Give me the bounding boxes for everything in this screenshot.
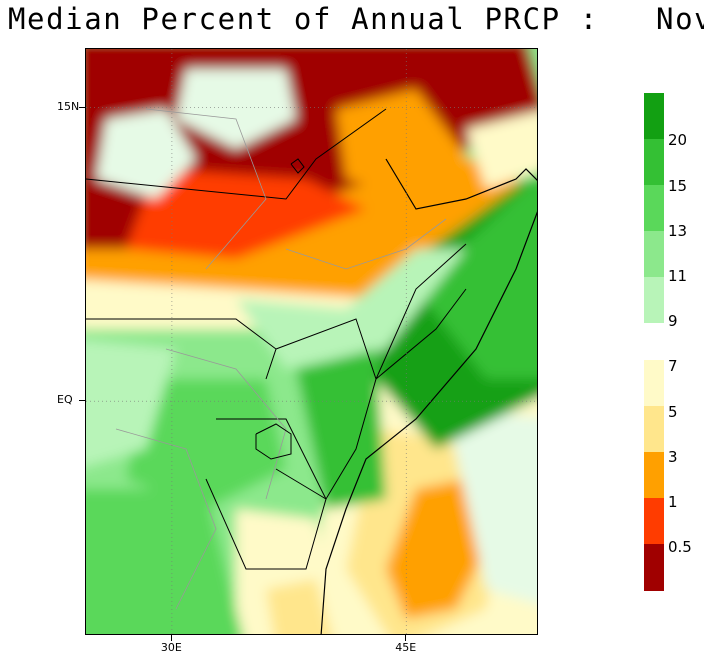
field-ne-orange: [336, 89, 476, 199]
legend-swatch-5-7: [644, 360, 664, 406]
map-canvas: [86, 49, 537, 634]
field-horn-mid: [416, 176, 537, 379]
border-sudan: [86, 108, 387, 200]
field-ethiopia-light: [236, 249, 466, 369]
lon-label-45e: 45E: [395, 641, 417, 654]
legend-label-13: 13: [668, 222, 688, 240]
precipitation-map: [85, 48, 538, 635]
field-kenya-green: [296, 349, 386, 509]
lat-label-eq: EQ: [57, 393, 73, 407]
legend-swatch-13-15: [644, 185, 664, 231]
legend-swatch-9-11: [644, 277, 664, 323]
legend-label-1: 1: [668, 493, 678, 511]
legend-label-11: 11: [668, 267, 688, 285]
field-sahel-white-2: [176, 69, 296, 149]
precipitation-fields: [86, 49, 537, 634]
border-internal-4: [115, 428, 217, 610]
field-uganda-green: [126, 379, 286, 509]
legend-label-7: 7: [668, 357, 678, 375]
legend-swatch-0-05: [644, 544, 664, 591]
lon-label-30e: 30E: [160, 641, 182, 654]
legend-swatch-3-5: [644, 406, 664, 452]
field-north-brightred: [126, 169, 366, 259]
field-west-light: [86, 340, 176, 467]
border-internal-2: [285, 218, 447, 270]
legend-swatch-05-1: [644, 498, 664, 544]
field-se-white: [446, 409, 537, 604]
legend-label-15: 15: [668, 177, 688, 195]
map-title: Median Percent of Annual PRCP : Nov: [8, 2, 704, 36]
country-borders: [86, 108, 537, 634]
legend-swatch-20-plus: [644, 93, 664, 139]
lat-label-15n: 15N: [57, 99, 80, 113]
field-east-orange: [386, 479, 486, 619]
border-internal-3: [165, 348, 287, 500]
lake-tana: [290, 158, 305, 174]
border-tanzania: [205, 418, 327, 570]
legend-label-9: 9: [668, 312, 678, 330]
lat-tick-eq: [79, 400, 85, 402]
lon-tick-45e: [405, 635, 407, 641]
border-internal-1: [145, 108, 267, 270]
legend-label-20: 20: [668, 131, 688, 149]
legend-swatch-11-13: [644, 231, 664, 277]
legend-label-5: 5: [668, 403, 678, 421]
legend-label-3: 3: [668, 448, 678, 466]
field-west-green: [86, 489, 243, 634]
lon-tick-30e: [170, 635, 172, 641]
border-west: [86, 318, 277, 380]
border-kenya: [275, 318, 377, 500]
lat-tick-15n: [79, 106, 85, 108]
field-south-orange: [266, 579, 332, 634]
legend-swatch-15-20: [644, 139, 664, 185]
coastline-horn: [320, 158, 537, 634]
field-ne-yellow: [466, 111, 537, 189]
legend-label-0-5: 0.5: [668, 538, 692, 556]
color-legend: [644, 93, 664, 591]
field-sahel-white-1: [96, 109, 196, 199]
lake-victoria: [255, 423, 292, 460]
legend-swatch-1-3: [644, 452, 664, 498]
